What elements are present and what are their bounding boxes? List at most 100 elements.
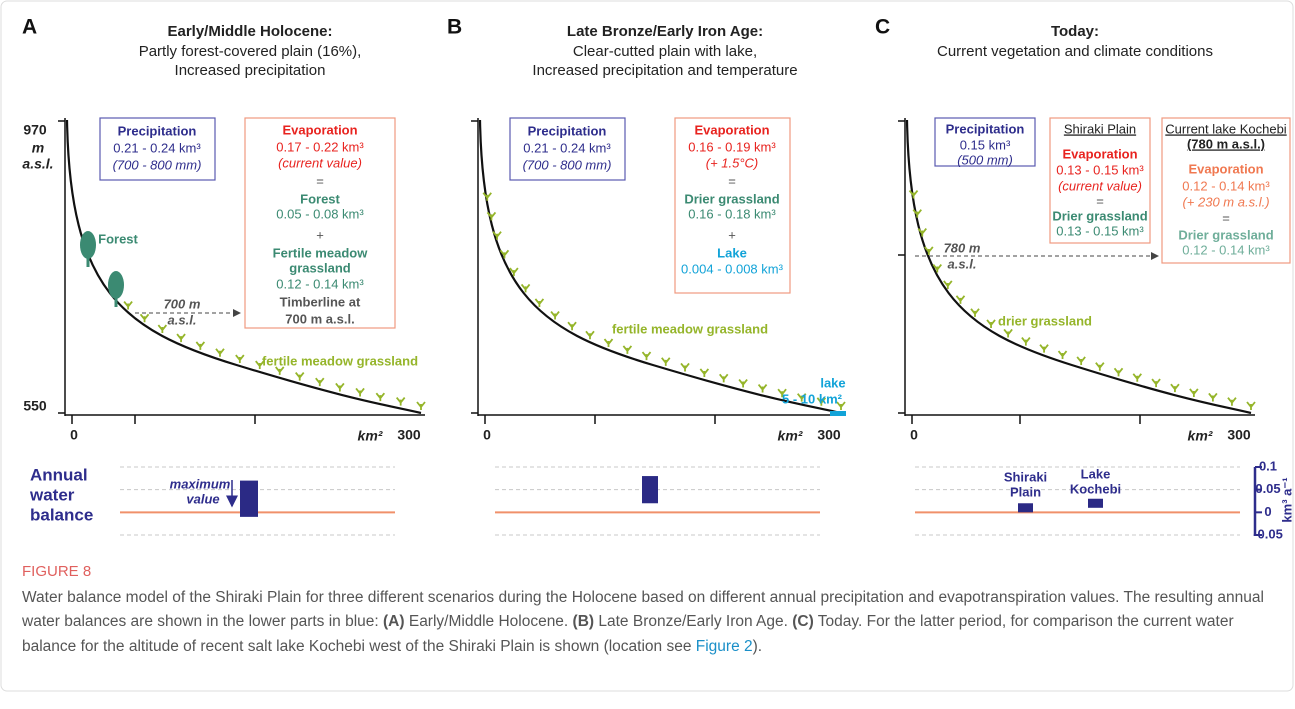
text-box [509, 117, 626, 181]
grass [661, 357, 671, 366]
box-text: 0.12 - 0.14 km³ [1182, 178, 1270, 193]
box-text: 0.16 - 0.18 km³ [688, 206, 776, 221]
grass [492, 231, 502, 240]
grass [157, 324, 168, 334]
grass [499, 249, 510, 259]
box-text: (current value) [278, 155, 362, 170]
grass [641, 351, 652, 361]
box-text: (500 mm) [957, 152, 1013, 167]
grass [315, 377, 325, 387]
box-text: 0.17 - 0.22 km³ [276, 139, 364, 154]
grass [757, 383, 768, 393]
box-text: 0.21 - 0.24 km³ [113, 140, 201, 155]
x-axis-label: 0 [70, 427, 78, 443]
box-text: = [1222, 210, 1230, 225]
grass [1057, 350, 1068, 360]
grass [1021, 337, 1031, 346]
caption-part: (C) [792, 613, 814, 630]
box-text: Evaporation [1188, 161, 1263, 176]
grass [738, 378, 748, 388]
box-text: 0.004 - 0.008 km³ [681, 261, 784, 276]
grass [986, 319, 996, 328]
grass [275, 366, 285, 375]
balance-title: water [29, 485, 75, 504]
grass [1151, 378, 1161, 388]
text-box [99, 117, 216, 181]
tree [108, 271, 124, 299]
terrain-curve [65, 119, 422, 415]
y-tick-label: 0.1 [1259, 458, 1277, 473]
label: Forest [98, 231, 138, 246]
x-axis-label: 300 [1227, 427, 1251, 443]
caption-text: Water balance model of the Shiraki Plain… [22, 586, 1272, 660]
panel-title: Today: [1051, 23, 1099, 40]
box-text: 0.15 km³ [960, 137, 1011, 152]
grass [335, 382, 345, 392]
panel-subtitle: Increased precipitation [175, 62, 326, 79]
grass [486, 211, 497, 221]
grass [355, 387, 365, 397]
grass [375, 392, 386, 402]
grass [534, 298, 545, 307]
grass [520, 283, 531, 293]
bar-label: Lake [1081, 466, 1111, 481]
grass [699, 368, 710, 377]
box-text: (700 - 800 mm) [113, 157, 202, 172]
grass [1113, 367, 1124, 377]
caption-part: (A) [383, 613, 405, 630]
grass [917, 227, 927, 237]
x-axis-label: km² [778, 428, 803, 444]
box-text: 0.13 - 0.15 km³ [1056, 223, 1144, 238]
grass [482, 192, 492, 201]
grass [235, 354, 245, 364]
box-text: grassland [289, 260, 350, 275]
x-axis-label: km² [358, 428, 383, 444]
panel-subtitle: Increased precipitation and temperature [532, 62, 797, 79]
bar-label: Kochebi [1070, 481, 1121, 496]
box-text: Shiraki Plain [1064, 121, 1136, 136]
box-text: Drier grassland [1178, 227, 1273, 242]
box-text: Fertile meadow [273, 245, 369, 260]
panel-title: Late Bronze/Early Iron Age: [567, 23, 763, 40]
box-text: = [1096, 193, 1104, 208]
caption-link[interactable]: Figure 2 [695, 637, 753, 655]
x-axis-label: 300 [397, 427, 421, 443]
x-axis-label: 0 [910, 427, 918, 443]
grass [395, 397, 406, 406]
y-axis-label: 550 [23, 398, 47, 414]
balance-bar [240, 480, 258, 517]
lake [830, 411, 846, 416]
caption-part: (B) [572, 613, 595, 630]
text-box [1161, 117, 1291, 264]
panel-subtitle: Clear-cutted plain with lake, [573, 43, 757, 60]
caption-part: Today. For the latter period, for compar… [22, 613, 1234, 655]
grass [550, 310, 560, 320]
y-axis-label: m [32, 140, 44, 156]
grass [1208, 392, 1218, 402]
grass [195, 341, 206, 350]
box-text: Lake [717, 245, 747, 260]
grass [912, 209, 922, 218]
box-text: Forest [300, 191, 340, 206]
caption-part: Early/Middle Holocene. [404, 613, 573, 630]
grass [924, 246, 934, 255]
label: 700 m [164, 296, 201, 311]
balance-bar [1088, 498, 1103, 508]
box-text: (current value) [1058, 178, 1142, 193]
y-axis-label: 970 [23, 122, 47, 138]
balance-bar [1018, 503, 1033, 513]
box-text: + [728, 227, 736, 242]
grass [836, 401, 846, 410]
text-box [674, 117, 791, 294]
grass [255, 360, 265, 370]
label: 780 m [944, 240, 981, 255]
grass [1246, 401, 1256, 410]
box-text: = [728, 173, 736, 188]
label: lake [820, 375, 845, 390]
text-box [244, 117, 396, 329]
label: a.s.l. [168, 312, 197, 327]
tree [114, 293, 118, 307]
label: fertile meadow grassland [262, 353, 418, 368]
balance-title: Annual [30, 465, 88, 484]
